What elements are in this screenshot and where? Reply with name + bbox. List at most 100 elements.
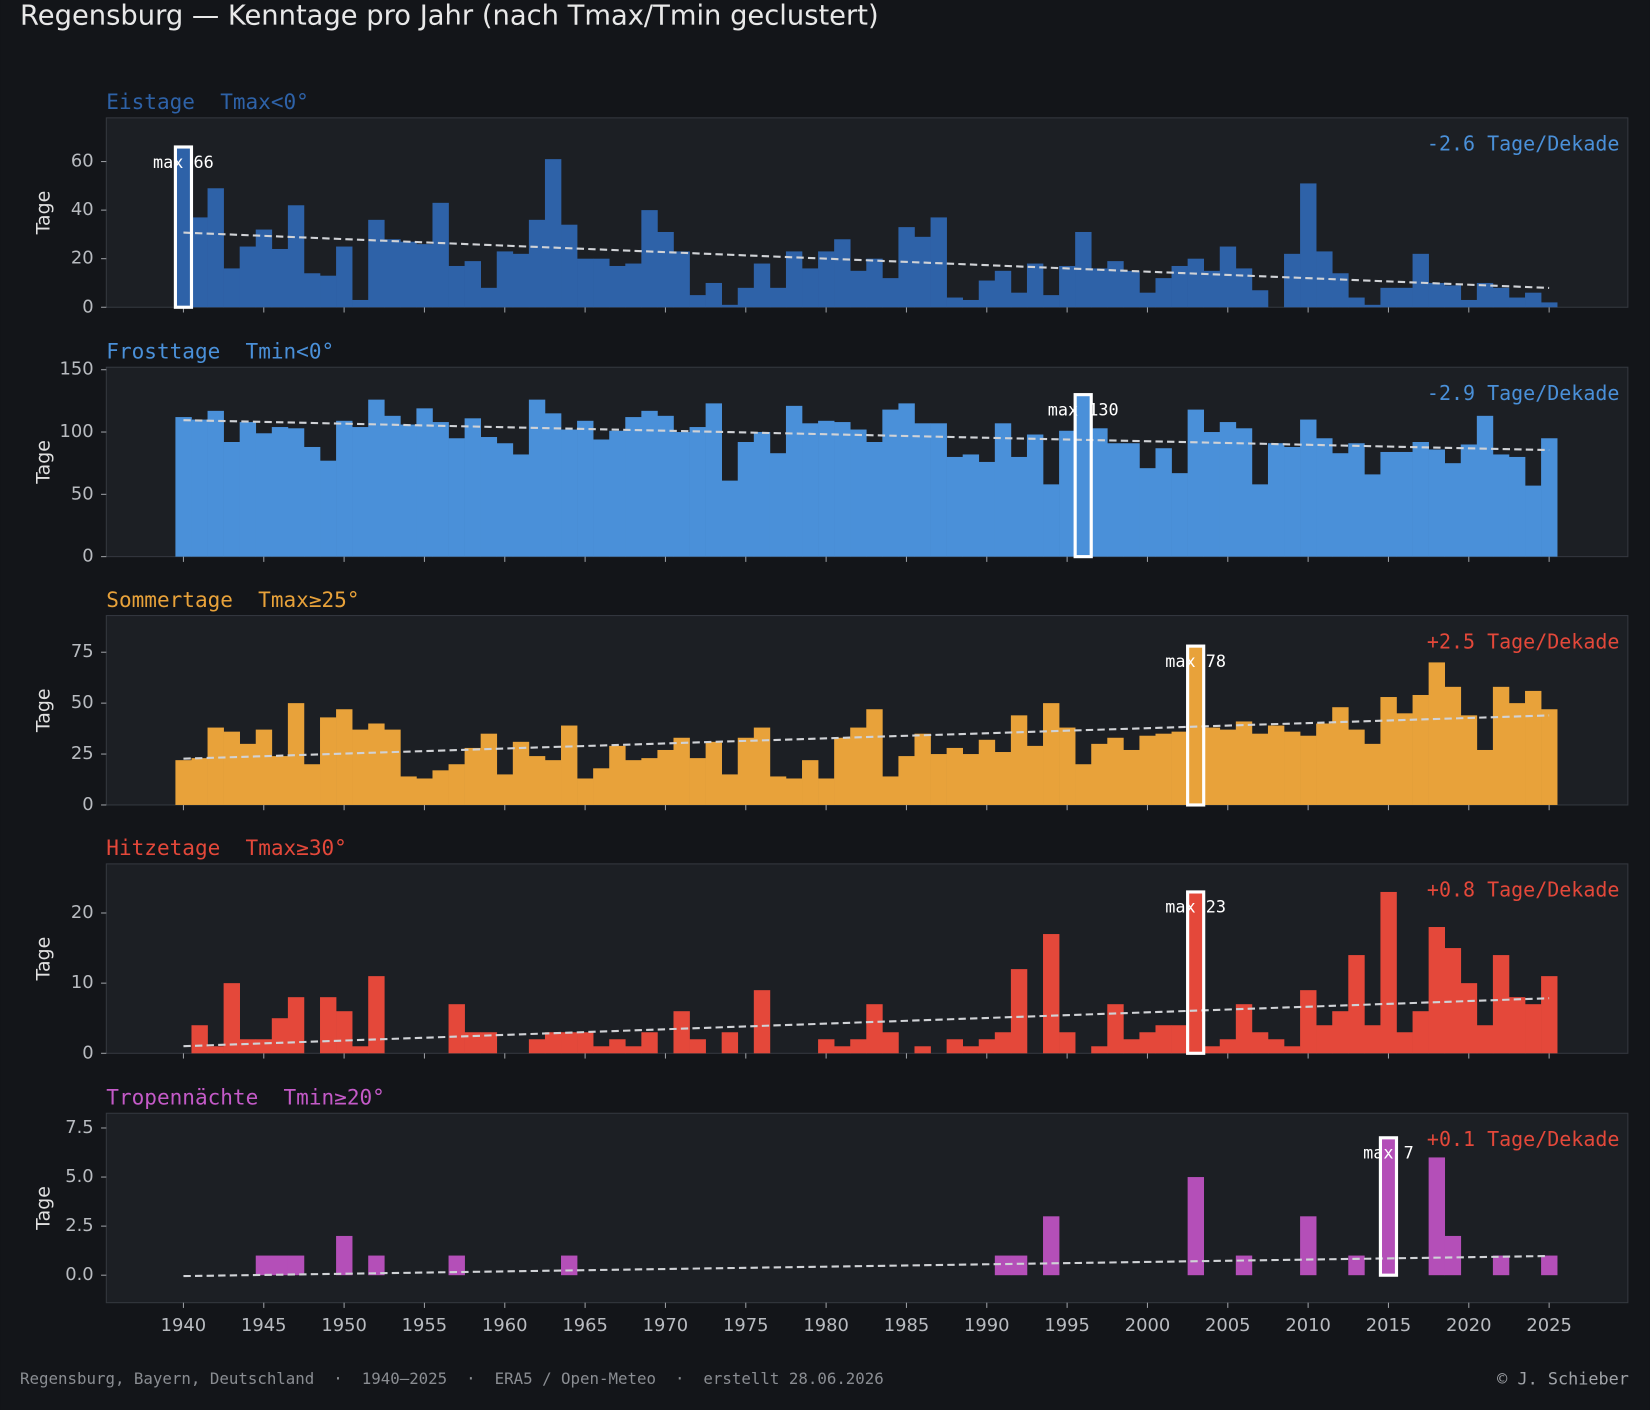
bar	[561, 1032, 578, 1054]
bar	[994, 1032, 1012, 1054]
bar	[689, 1039, 706, 1054]
bar	[223, 731, 240, 805]
bar	[1300, 419, 1317, 557]
bar	[384, 415, 401, 557]
bar	[1139, 1032, 1156, 1054]
bar	[818, 420, 835, 557]
bar	[946, 297, 964, 308]
bar	[1460, 715, 1478, 805]
x-tick-label: 2005	[1205, 1315, 1251, 1336]
bar	[593, 1046, 610, 1054]
bar	[1219, 729, 1237, 805]
bar	[737, 441, 755, 557]
bar	[946, 747, 964, 805]
bar	[609, 265, 626, 308]
panel-title-name: Tropennächte	[106, 1085, 258, 1110]
bar	[978, 461, 996, 557]
bar	[1492, 454, 1510, 557]
trend-label: -2.6 Tage/Dekade	[1427, 132, 1620, 156]
y-tick-label: 0	[82, 1042, 93, 1063]
x-tick-label: 2020	[1446, 1315, 1492, 1336]
bar	[1316, 251, 1333, 308]
bar	[1235, 268, 1253, 308]
bar	[753, 990, 771, 1054]
bar	[657, 415, 674, 557]
bar	[818, 1039, 835, 1054]
bar	[1444, 686, 1462, 805]
bar	[946, 456, 964, 557]
bar	[802, 268, 819, 308]
bar	[1348, 1255, 1365, 1276]
bar	[544, 413, 562, 557]
bar	[480, 437, 498, 557]
bar	[1091, 743, 1108, 805]
bar	[544, 159, 562, 308]
bar	[1316, 723, 1333, 805]
bar	[255, 1255, 273, 1276]
bar	[1460, 299, 1478, 308]
bar	[978, 1039, 996, 1054]
y-tick-label: 25	[71, 743, 94, 764]
bar	[303, 446, 321, 557]
bar	[1492, 686, 1510, 805]
bar	[834, 1046, 851, 1054]
bar	[416, 778, 433, 805]
panel-title-name: Eistage	[106, 89, 195, 114]
bar	[1235, 1255, 1253, 1276]
bar	[1444, 463, 1462, 557]
bar	[802, 760, 819, 805]
bar	[384, 239, 401, 308]
bar	[271, 248, 289, 308]
bar	[737, 737, 755, 805]
bar	[802, 423, 819, 557]
bar	[785, 778, 803, 805]
chart-title: Regensburg — Kenntage pro Jahr (nach Tma…	[20, 0, 879, 31]
bar	[496, 774, 514, 805]
x-tick-label: 2000	[1125, 1315, 1171, 1336]
bar	[705, 403, 722, 557]
bar	[1492, 955, 1510, 1054]
bar	[882, 409, 899, 557]
bar	[223, 441, 240, 557]
bar	[1010, 969, 1028, 1054]
bar	[1460, 983, 1478, 1054]
bar	[914, 423, 931, 557]
bar	[368, 723, 385, 805]
bar	[705, 741, 722, 805]
bar	[1541, 302, 1558, 308]
bar	[512, 454, 530, 557]
max-label: max 78	[1165, 651, 1226, 671]
bar	[480, 1032, 498, 1054]
y-tick-label: 10	[71, 972, 94, 993]
bar	[753, 727, 771, 805]
bar	[1075, 764, 1092, 805]
bar	[1107, 261, 1124, 308]
bar	[1171, 731, 1188, 805]
bar	[1203, 432, 1221, 557]
bar	[1010, 292, 1028, 308]
bar	[850, 429, 867, 557]
bar	[1428, 449, 1446, 557]
bar	[625, 1046, 642, 1054]
bar	[464, 747, 481, 805]
footer-left: Regensburg, Bayern, Deutschland · 1940–2…	[20, 1369, 884, 1388]
bar	[1428, 662, 1446, 805]
bar	[994, 423, 1012, 557]
bar	[930, 423, 947, 557]
bar	[464, 261, 481, 308]
bar	[223, 983, 240, 1054]
bar	[271, 427, 289, 557]
bar	[432, 202, 449, 308]
bar	[657, 231, 674, 308]
bar	[400, 424, 417, 557]
bar	[898, 756, 915, 805]
trend-line	[183, 1254, 1550, 1278]
y-tick-label: 0	[82, 546, 93, 567]
bar	[1139, 292, 1156, 308]
trend-label: +2.5 Tage/Dekade	[1427, 629, 1620, 653]
x-tick-label: 1990	[964, 1315, 1010, 1336]
bar	[1187, 258, 1205, 308]
x-tick-label: 1985	[884, 1315, 930, 1336]
bar	[1155, 278, 1172, 308]
bar	[416, 244, 433, 308]
